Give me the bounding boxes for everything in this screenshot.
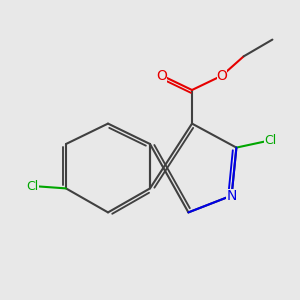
Text: N: N <box>226 189 237 202</box>
Text: O: O <box>217 69 227 82</box>
Text: O: O <box>157 69 167 82</box>
Text: Cl: Cl <box>264 134 276 147</box>
Text: Cl: Cl <box>26 179 38 193</box>
